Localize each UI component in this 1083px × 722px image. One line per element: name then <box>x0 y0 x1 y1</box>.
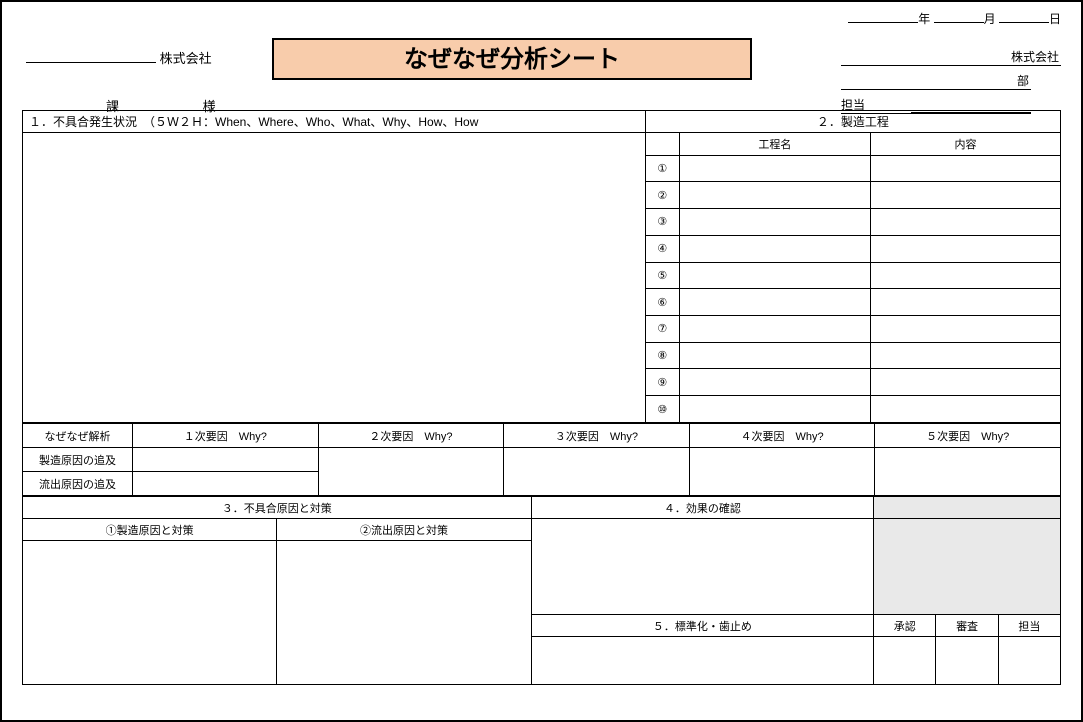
why-row2-label: 流出原因の追及 <box>23 472 133 496</box>
section-1-2-table: １．不具合発生状況 （５Ｗ２Ｈ：When、Where、Who、What、Why、… <box>22 110 1061 423</box>
label-month: 月 <box>984 12 996 26</box>
why-label: なぜなぜ解析 <box>23 424 133 448</box>
proc-content-cell[interactable] <box>871 289 1061 316</box>
sender-company-line[interactable]: 株式会社 <box>841 48 1061 66</box>
c2-body[interactable] <box>277 541 531 685</box>
proc-row-num: ⑧ <box>645 342 679 369</box>
proc-name-cell[interactable] <box>679 289 870 316</box>
proc-row-num: ⑦ <box>645 316 679 343</box>
sender-dept-line[interactable]: 部 <box>841 72 1031 90</box>
tantou-label: 担当 <box>841 96 891 113</box>
proc-row-num: ① <box>645 155 679 182</box>
situation-body[interactable] <box>23 133 646 423</box>
why-cell[interactable] <box>504 448 690 496</box>
proc-content-cell[interactable] <box>871 342 1061 369</box>
recipient-dept-field[interactable] <box>26 110 106 111</box>
why-cell[interactable] <box>318 448 504 496</box>
proc-name-cell[interactable] <box>679 262 870 289</box>
sec4-header: ４．効果の確認 <box>531 497 874 519</box>
date-row: 年 月 日 <box>848 10 1061 27</box>
person-label: 様 <box>203 99 216 114</box>
proc-content-cell[interactable] <box>871 209 1061 236</box>
date-month-field[interactable] <box>934 22 984 23</box>
why-factor-2: ２次要因 Why? <box>318 424 504 448</box>
proc-content-cell[interactable] <box>871 369 1061 396</box>
proc-content-cell[interactable] <box>871 235 1061 262</box>
proc-name-cell[interactable] <box>679 396 870 423</box>
proc-row-num: ⑥ <box>645 289 679 316</box>
sender-block: 株式会社 部 担当 <box>841 48 1061 120</box>
tantou-stamp[interactable] <box>998 637 1060 685</box>
proc-content-cell[interactable] <box>871 396 1061 423</box>
why-row1-label: 製造原因の追及 <box>23 448 133 472</box>
recipient-company-field[interactable] <box>26 62 156 63</box>
sender-dept-suffix: 部 <box>1017 74 1029 88</box>
analysis-sheet: 年 月 日 株式会社 課 様 なぜなぜ分析シート 株式会社 部 担当 １．不具合… <box>0 0 1083 722</box>
recipient-dept: 課 様 <box>26 96 216 115</box>
proc-name-cell[interactable] <box>679 316 870 343</box>
effect-body[interactable] <box>531 519 874 615</box>
company-suffix: 株式会社 <box>160 51 212 66</box>
proc-row-num: ③ <box>645 209 679 236</box>
c1-body[interactable] <box>23 541 277 685</box>
proc-name-cell[interactable] <box>679 369 870 396</box>
proc-row-num: ⑤ <box>645 262 679 289</box>
proc-content-cell[interactable] <box>871 262 1061 289</box>
proc-content-header: 内容 <box>871 133 1061 156</box>
proc-name-cell[interactable] <box>679 342 870 369</box>
proc-row-num: ④ <box>645 235 679 262</box>
label-year: 年 <box>918 12 930 26</box>
label-day: 日 <box>1049 12 1061 26</box>
why-cell[interactable] <box>875 448 1061 496</box>
proc-name-cell[interactable] <box>679 182 870 209</box>
sec3-header: ３．不具合原因と対策 <box>23 497 532 519</box>
recipient-person-field[interactable] <box>123 110 203 111</box>
date-year-field[interactable] <box>848 22 918 23</box>
why-why-table: なぜなぜ解析 １次要因 Why? ２次要因 Why? ３次要因 Why? ４次要… <box>22 423 1061 496</box>
proc-row-num: ⑩ <box>645 396 679 423</box>
bottom-table: ３．不具合原因と対策 ４．効果の確認 ①製造原因と対策 ②流出原因と対策 ５．標… <box>22 496 1061 685</box>
proc-content-cell[interactable] <box>871 155 1061 182</box>
sec5-header: ５．標準化・歯止め <box>531 615 874 637</box>
why-cell[interactable] <box>133 448 319 472</box>
why-cell[interactable] <box>133 472 319 496</box>
sec5-body[interactable] <box>531 637 874 685</box>
dept-label: 課 <box>106 99 119 114</box>
tantou-header: 担当 <box>998 615 1060 637</box>
header-area: 年 月 日 株式会社 課 様 なぜなぜ分析シート 株式会社 部 担当 <box>2 2 1081 110</box>
why-cell[interactable] <box>689 448 875 496</box>
proc-row-num: ② <box>645 182 679 209</box>
sheet-title: なぜなぜ分析シート <box>272 38 752 80</box>
date-day-field[interactable] <box>999 22 1049 23</box>
gray-cell <box>874 497 1061 519</box>
why-factor-3: ３次要因 Why? <box>504 424 690 448</box>
proc-name-cell[interactable] <box>679 155 870 182</box>
c2-header: ②流出原因と対策 <box>277 519 531 541</box>
proc-row-num: ⑨ <box>645 369 679 396</box>
why-factor-1: １次要因 Why? <box>133 424 319 448</box>
proc-num-header <box>645 133 679 156</box>
proc-name-cell[interactable] <box>679 209 870 236</box>
why-factor-4: ４次要因 Why? <box>689 424 875 448</box>
why-factor-5: ５次要因 Why? <box>875 424 1061 448</box>
c1-header: ①製造原因と対策 <box>23 519 277 541</box>
proc-content-cell[interactable] <box>871 182 1061 209</box>
sender-company-suffix: 株式会社 <box>1011 50 1059 64</box>
sender-tantou-line[interactable]: 担当 <box>841 96 1031 114</box>
approve-stamp[interactable] <box>874 637 936 685</box>
review-header: 審査 <box>936 615 998 637</box>
gray-cell <box>874 519 1061 615</box>
proc-name-cell[interactable] <box>679 235 870 262</box>
proc-name-header: 工程名 <box>679 133 870 156</box>
approve-header: 承認 <box>874 615 936 637</box>
proc-content-cell[interactable] <box>871 316 1061 343</box>
recipient-company: 株式会社 <box>26 48 212 67</box>
review-stamp[interactable] <box>936 637 998 685</box>
